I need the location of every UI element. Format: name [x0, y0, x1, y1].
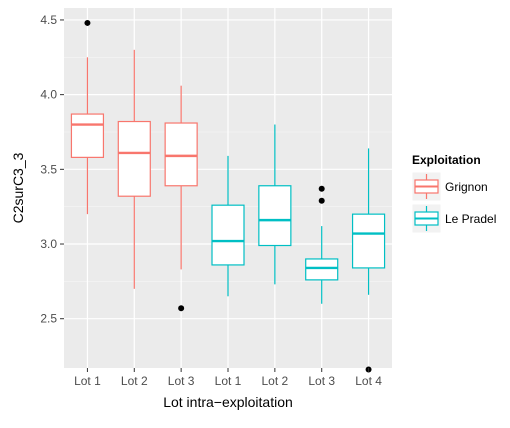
legend-label: Grignon [445, 180, 488, 194]
box-le-pradel-lot-1 [211, 155, 245, 297]
box-le-pradel-lot-2 [258, 124, 292, 285]
y-tick-label: 4.0 [40, 88, 57, 102]
y-axis-title: C2surC3_3 [10, 152, 26, 223]
box-body [211, 204, 245, 266]
box-le-pradel-lot-4 [351, 148, 386, 373]
x-tick-label: Lot 2 [262, 374, 289, 388]
box-body [258, 185, 292, 247]
outlier-point [178, 305, 185, 312]
outlier-point [318, 185, 325, 192]
box-body [117, 120, 151, 197]
box-body [70, 113, 105, 158]
y-tick-label: 3.0 [40, 237, 57, 251]
box-body [351, 213, 386, 269]
box-grignon-lot-2 [117, 49, 151, 289]
x-tick-label: Lot 1 [215, 374, 242, 388]
outlier-point [318, 197, 325, 204]
box-grignon-lot-1 [70, 19, 105, 215]
box-grignon-lot-3 [164, 85, 198, 312]
y-tick-label: 2.5 [40, 312, 57, 326]
boxes [70, 19, 386, 373]
x-axis: Lot 1 Lot 2 Lot 3 Lot 1 Lot 2 Lot 3 Lot 4 [74, 368, 382, 388]
x-tick-label: Lot 1 [74, 374, 101, 388]
x-axis-title: Lot intra−exploitation [163, 394, 293, 410]
y-tick-label: 3.5 [40, 162, 57, 176]
legend-title: Exploitation [412, 153, 481, 167]
legend: Exploitation Grignon Le Pradel [411, 153, 496, 234]
box-body [305, 258, 339, 281]
x-tick-label: Lot 3 [308, 374, 335, 388]
box-body [164, 122, 198, 187]
legend-item-grignon: Grignon [411, 171, 488, 202]
legend-label: Le Pradel [445, 212, 496, 226]
legend-item-le-pradel: Le Pradel [411, 203, 496, 234]
x-tick-label: Lot 3 [168, 374, 195, 388]
x-tick-label: Lot 2 [121, 374, 148, 388]
y-axis: 2.5 3.0 3.5 4.0 4.5 [40, 13, 64, 326]
box-le-pradel-lot-3 [305, 185, 339, 304]
x-tick-label: Lot 4 [355, 374, 382, 388]
outlier-point [84, 19, 91, 26]
y-tick-label: 4.5 [40, 13, 57, 27]
